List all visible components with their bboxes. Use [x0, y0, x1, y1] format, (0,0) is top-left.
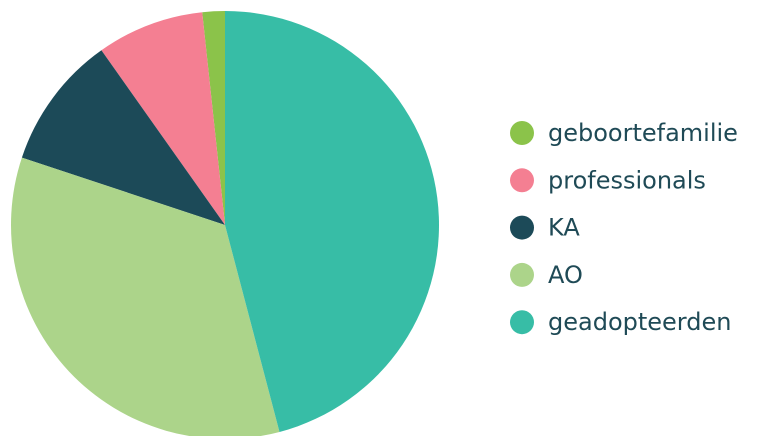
legend-swatch — [510, 262, 534, 287]
pie-slice — [11, 157, 280, 436]
legend-swatch — [510, 168, 534, 193]
legend-swatch — [510, 215, 534, 240]
legend-swatch — [510, 310, 534, 335]
legend-label: professionals — [548, 166, 706, 194]
pie-slice — [21, 50, 225, 225]
pie-slice — [101, 12, 225, 225]
legend-label: AO — [548, 261, 583, 289]
legend-label: geboortefamilie — [548, 119, 738, 147]
legend-swatch — [510, 121, 534, 145]
pie-slice — [225, 11, 439, 432]
legend-label: KA — [548, 214, 580, 242]
pie-slice — [202, 11, 225, 225]
legend-label: geadopteerden — [548, 308, 731, 336]
